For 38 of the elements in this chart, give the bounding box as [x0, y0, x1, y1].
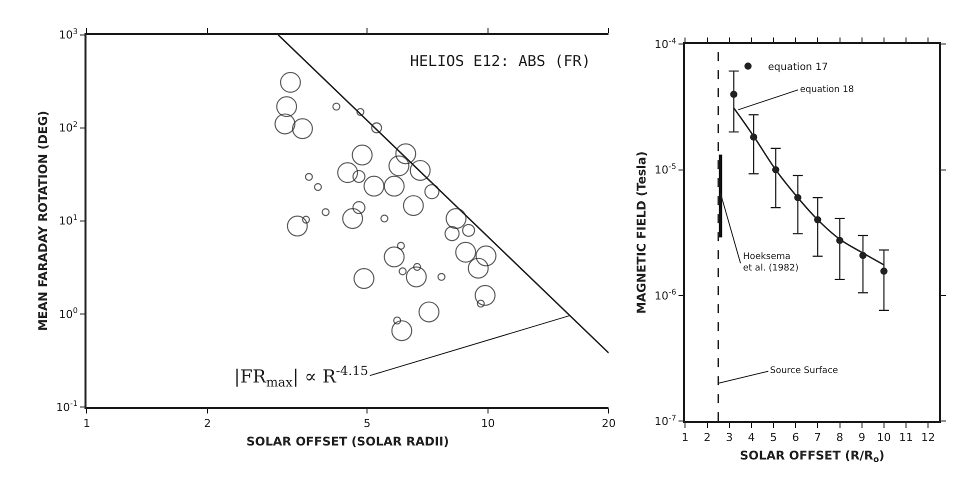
x-tick-label: 10 [480, 416, 495, 430]
annotation: Source Surface [770, 366, 839, 376]
x-tick-label: 2 [704, 431, 711, 444]
annotation: equation 18 [800, 85, 854, 95]
y-tick-label: 10$^{-7}$ [654, 413, 676, 428]
y-tick-label: 10$^{3}$ [58, 27, 78, 42]
y-tick-label: 10$^{-1}$ [56, 399, 78, 414]
y-axis-title: MAGNETIC FIELD (Tesla) [634, 151, 648, 314]
x-tick-label: 11 [898, 431, 913, 444]
x-tick-label: 1 [682, 431, 689, 444]
x-tick-label: 6 [792, 431, 800, 444]
x-tick-label: 20 [602, 416, 616, 430]
x-tick-label: 5 [770, 431, 778, 444]
point [880, 268, 888, 275]
x-axis-title: SOLAR OFFSET (SOLAR RADII) [246, 434, 449, 448]
annotation: HELIOS E12: ABS (FR) [410, 52, 591, 70]
y-tick-label: 10$^{-4}$ [654, 36, 676, 51]
x-tick-label: 9 [858, 431, 866, 444]
x-tick-label: 7 [814, 431, 822, 444]
y-tick-label: 10$^{1}$ [58, 213, 78, 228]
x-tick-label: 1 [83, 416, 90, 430]
x-tick-label: 5 [364, 416, 371, 430]
x-tick-label: 2 [204, 416, 211, 430]
annotation: Hoeksema et al. (1982) [743, 252, 799, 274]
y-tick-label: 10$^{2}$ [58, 120, 78, 135]
y-tick-label: 10$^{0}$ [58, 306, 78, 321]
x-tick-label: 4 [748, 431, 755, 444]
y-tick-label: 10$^{-6}$ [654, 288, 676, 302]
y-axis-title: MEAN FARADAY ROTATION (DEG) [36, 110, 50, 332]
y-tick-label: 10$^{-5}$ [654, 162, 676, 177]
x-tick-label: 10 [876, 431, 891, 444]
x-axis-title: SOLAR OFFSET (R/R$_{o}$) [740, 448, 884, 464]
point [730, 90, 738, 98]
annotation: |FR$_{max}$| ∝ R$^{-4.15}$ [234, 363, 368, 390]
legend-label: equation 17 [768, 62, 828, 74]
x-tick-label: 3 [726, 431, 733, 444]
x-tick-label: 12 [921, 431, 936, 444]
x-tick-label: 8 [836, 431, 844, 444]
